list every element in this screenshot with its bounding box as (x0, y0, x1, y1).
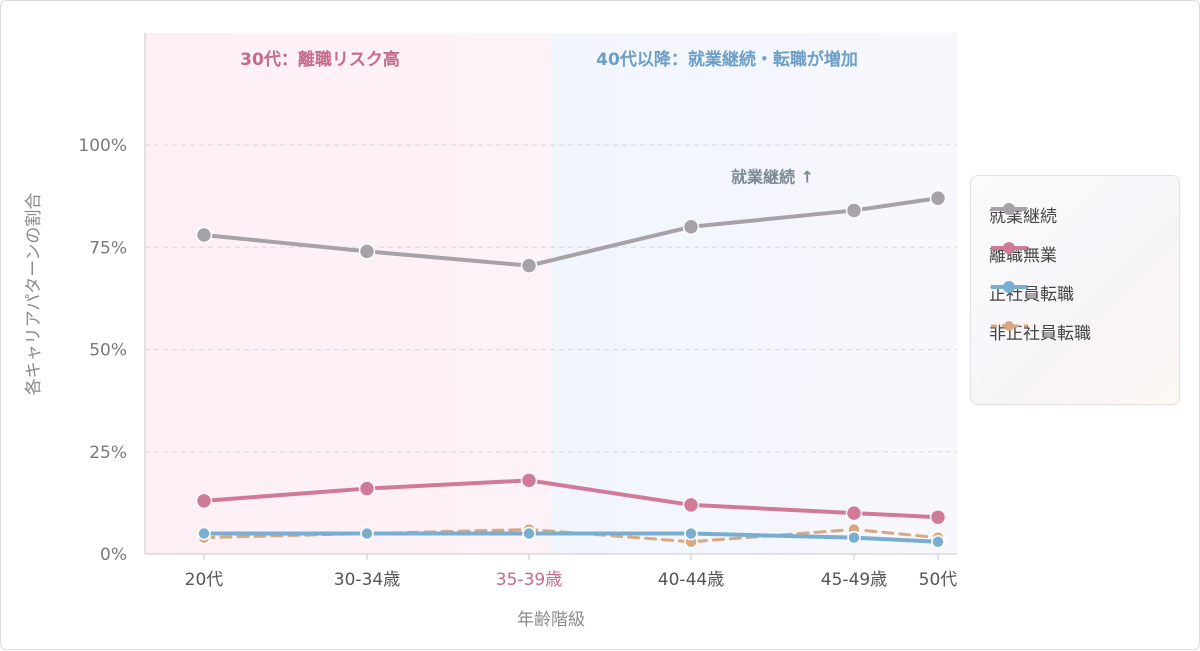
data-point[interactable] (845, 202, 863, 219)
data-point[interactable] (845, 504, 863, 522)
region-label: 30代：離職リスク高 (240, 49, 400, 70)
legend-item[interactable]: 非正社員転職 (989, 319, 1091, 344)
data-point[interactable] (847, 530, 861, 545)
data-point[interactable] (195, 226, 213, 244)
x-tick-label: 50代 (919, 570, 958, 590)
data-point[interactable] (929, 508, 947, 526)
data-point[interactable] (360, 526, 374, 541)
legend-swatch-marker (1003, 281, 1015, 293)
chart-legend: 就業継続離職無業正社員転職非正社員転職 (970, 175, 1180, 405)
x-axis-title: 年齢階級 (517, 610, 585, 630)
data-point[interactable] (520, 472, 538, 489)
legend-swatch (991, 321, 1027, 331)
annotation-label: 就業継続 ↑ (731, 168, 814, 187)
legend-item[interactable]: 就業継続 (989, 202, 1057, 227)
legend-item[interactable]: 離職無業 (989, 241, 1057, 266)
data-point[interactable] (197, 526, 211, 541)
region-label: 40代以降：就業継続・転職が増加 (596, 49, 858, 70)
legend-swatch-marker (1003, 203, 1015, 215)
x-tick-label: 20代 (185, 570, 224, 590)
data-point[interactable] (358, 243, 376, 260)
legend-item[interactable]: 正社員転職 (989, 280, 1074, 305)
data-point[interactable] (682, 496, 700, 514)
y-tick-label: 0% (100, 545, 127, 565)
series-line-3 (202, 531, 940, 544)
legend-label: 非正社員転職 (989, 323, 1091, 344)
data-point[interactable] (682, 218, 700, 236)
x-tick-label: 40-44歳 (658, 570, 724, 590)
y-axis-title: 各キャリアパターンの割合 (24, 193, 44, 396)
data-point[interactable] (195, 492, 213, 510)
legend-swatch (991, 203, 1027, 215)
y-tick-label: 100% (78, 136, 127, 156)
legend-swatch (991, 281, 1027, 293)
data-point[interactable] (358, 480, 376, 497)
data-point[interactable] (522, 526, 536, 541)
series-line-1 (202, 196, 940, 268)
y-tick-label: 50% (89, 341, 127, 361)
data-point[interactable] (684, 526, 698, 541)
region-band (145, 33, 551, 554)
y-tick-label: 25% (89, 443, 127, 463)
x-tick-label: 45-49歳 (821, 570, 887, 590)
y-tick-label: 75% (89, 238, 127, 258)
region-band (551, 33, 957, 554)
x-tick-label: 30-34歳 (334, 570, 400, 590)
series-line-2 (202, 478, 940, 520)
legend-swatch-marker (1003, 242, 1015, 254)
data-point[interactable] (929, 189, 947, 207)
data-point[interactable] (931, 534, 945, 549)
x-tick-label: 35-39歳 (496, 570, 562, 590)
legend-swatch (991, 242, 1027, 254)
data-point[interactable] (520, 257, 538, 274)
legend-swatch-marker (1004, 321, 1014, 331)
